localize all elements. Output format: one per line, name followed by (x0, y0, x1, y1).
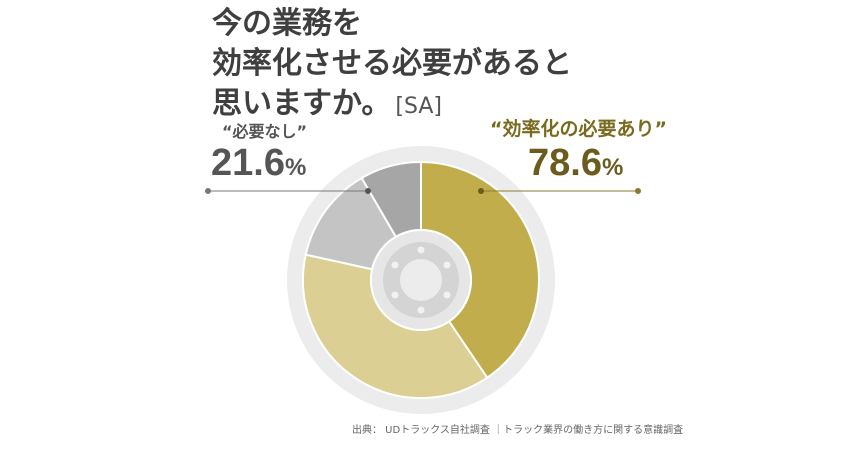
hub-bolts (391, 246, 451, 314)
hub-bolt-1 (417, 246, 425, 254)
hub-center (400, 259, 442, 301)
need-number: 78.6 (528, 142, 602, 184)
chart-title: 今の業務を 効率化させる必要があると 思いますか。 [SA] (212, 4, 572, 127)
title-line-3: 思いますか。 [SA] (212, 84, 572, 127)
source-note: 出典： UDトラックス自社調査 ｜トラック業界の働き方に関する意識調査 (352, 425, 684, 436)
title-line-3-text: 思いますか。 (212, 86, 392, 121)
need-percent-sign: % (601, 154, 624, 181)
hub-bolt-5 (391, 291, 399, 299)
hub-bolt-4 (417, 306, 425, 314)
no-need-value: 21.6% (211, 142, 306, 185)
need-leader-dot-left (478, 188, 484, 194)
question-type-tag: [SA] (395, 94, 442, 119)
no-need-leader-dot-left (205, 188, 211, 194)
slices-group (302, 160, 540, 399)
hub-bolt-3 (443, 291, 451, 299)
hub-bolt-2 (443, 261, 451, 269)
title-line-1: 今の業務を (212, 6, 362, 41)
no-need-label: “必要なし” (222, 122, 308, 141)
need-label: “効率化の必要あり” (490, 118, 667, 140)
no-need-percent-sign: % (284, 154, 307, 181)
title-line-2: 効率化させる必要があると (212, 46, 572, 81)
hub-bolt-6 (391, 261, 399, 269)
no-need-number: 21.6 (211, 142, 285, 184)
need-leader-dot-right (635, 188, 641, 194)
no-need-leader-dot-right (365, 188, 371, 194)
need-value: 78.6% (528, 142, 623, 185)
